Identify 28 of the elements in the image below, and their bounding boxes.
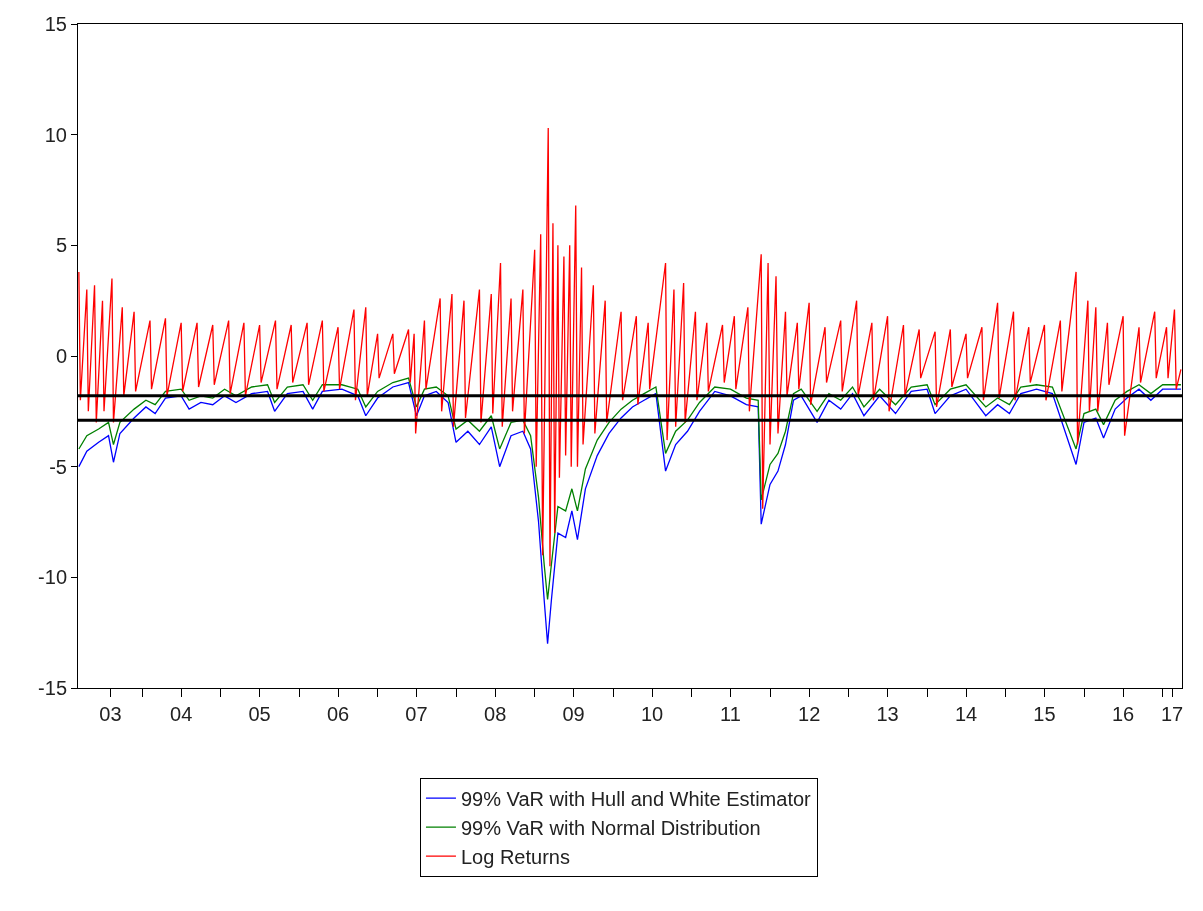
x-tick-label: 12 [798,703,821,725]
x-tick-label: 06 [326,703,350,725]
line-series [78,381,1182,645]
x-tick-label: 03 [99,703,122,725]
x-tick-label: 17 [1160,703,1184,725]
y-tick-label: 0 [55,345,67,367]
legend-label: 99% VaR with Hull and White Estimator [460,787,812,810]
x-tick-label: 09 [562,703,585,725]
y-tick-label: 5 [55,234,67,257]
x-tick-label: 08 [484,703,507,725]
y-tick-label: 10 [44,123,67,146]
x-tick-label: 04 [170,703,193,725]
x-tick-label: 14 [954,703,978,725]
x-tick-label: 10 [640,703,664,725]
line-series [78,127,1182,567]
y-tick-label: -15 [38,677,67,699]
legend-label: Log Returns [460,845,570,868]
line-series [78,377,1182,601]
y-tick-label: -5 [49,455,67,478]
x-tick-label: 11 [720,703,741,725]
legend-label: 99% VaR with Normal Distribution [460,816,761,839]
x-tick-label: 16 [1111,703,1135,725]
x-tick-label: 05 [248,703,271,725]
x-tick-label: 15 [1033,703,1056,725]
x-tick-label: 07 [405,703,428,725]
x-tick-label: 13 [876,703,899,725]
y-tick-label: -10 [38,566,67,589]
y-tick-label: 15 [44,13,67,35]
